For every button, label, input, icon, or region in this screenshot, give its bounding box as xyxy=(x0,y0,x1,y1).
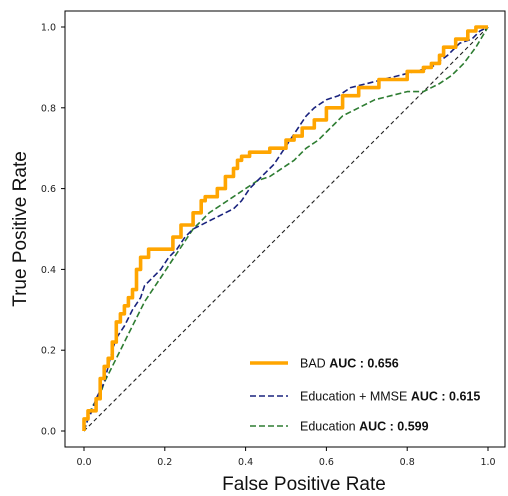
roc-line-education-mmse xyxy=(83,26,489,432)
legend-series-name: BAD xyxy=(300,357,329,371)
y-axis-ticks: 0.0 0.2 0.4 0.6 0.8 1.0 xyxy=(41,23,65,438)
x-tick-label: 0.0 xyxy=(76,457,91,468)
y-tick-label: 0.0 xyxy=(41,427,56,438)
y-tick-label: 0.4 xyxy=(41,265,56,276)
x-tick-label: 1.0 xyxy=(480,457,495,468)
plot-frame xyxy=(64,10,506,448)
roc-line-bad xyxy=(82,25,488,431)
y-axis-label: True Positive Rate xyxy=(10,151,31,307)
x-tick-label: 0.4 xyxy=(238,457,253,468)
y-tick-label: 0.6 xyxy=(41,184,56,195)
x-tick-label: 0.6 xyxy=(319,457,334,468)
legend-entry: BAD AUC : 0.656 xyxy=(300,357,399,371)
legend-auc-value: AUC : 0.615 xyxy=(411,390,481,404)
roc-series-group xyxy=(82,25,489,432)
chance-diagonal-line xyxy=(83,26,489,432)
legend-entry: Education AUC : 0.599 xyxy=(300,420,429,434)
legend-auc-value: AUC : 0.599 xyxy=(359,420,429,434)
x-tick-label: 0.8 xyxy=(400,457,415,468)
legend: BAD AUC : 0.656 Education + MMSE AUC : 0.… xyxy=(250,357,480,434)
x-axis-label: False Positive Rate xyxy=(222,474,386,495)
roc-line-education xyxy=(83,26,489,432)
y-tick-label: 0.2 xyxy=(41,346,56,357)
legend-auc-value: AUC : 0.656 xyxy=(329,357,399,371)
legend-series-name: Education xyxy=(300,420,359,434)
legend-entry: Education + MMSE AUC : 0.615 xyxy=(300,390,480,404)
y-tick-label: 1.0 xyxy=(41,23,56,34)
y-tick-label: 0.8 xyxy=(41,103,56,114)
x-axis-ticks: 0.0 0.2 0.4 0.6 0.8 1.0 xyxy=(76,447,496,468)
legend-series-name: Education + MMSE xyxy=(300,390,411,404)
x-tick-label: 0.2 xyxy=(157,457,172,468)
